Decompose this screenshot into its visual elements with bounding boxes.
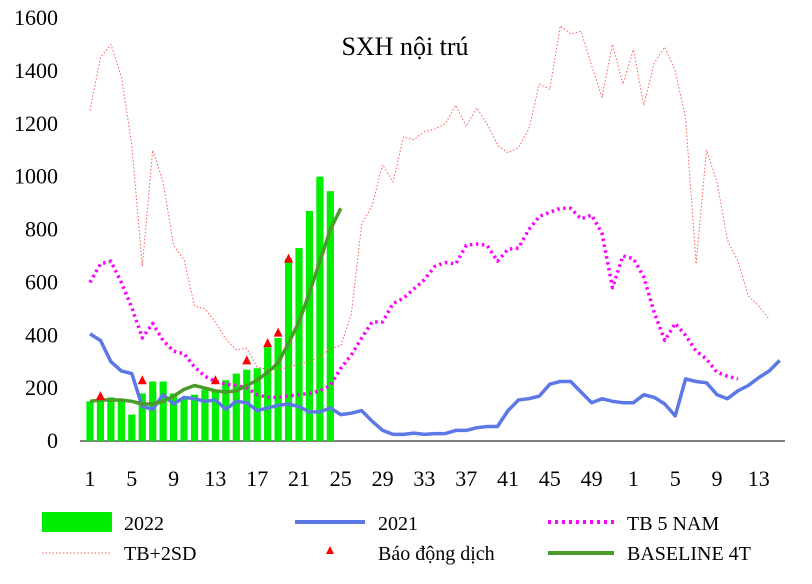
alarm-markers <box>95 253 294 401</box>
alarm-marker <box>273 327 283 337</box>
legend: 2022 2021 TB 5 NAM TB+2SD Báo động dịch … <box>42 512 751 565</box>
bar-2022 <box>170 393 178 441</box>
y-tick-labels: 0 200 400 600 800 1000 1200 1400 1600 <box>14 5 58 453</box>
bar-2022 <box>326 191 334 441</box>
legend-label-tb5: TB 5 NAM <box>627 513 719 535</box>
series-line-y2021 <box>89 332 781 437</box>
bar-2022 <box>96 400 105 441</box>
legend-label-sd2: TB+2SD <box>124 543 196 565</box>
y-tick-label: 1600 <box>14 5 58 30</box>
bar-2022 <box>159 381 167 441</box>
x-tick-label: 45 <box>539 466 561 491</box>
chart-title: SXH nội trú <box>341 32 468 61</box>
bar-2022 <box>117 398 125 441</box>
bar-2022 <box>128 414 136 441</box>
x-tick-label: 33 <box>413 466 435 491</box>
y-tick-label: 200 <box>25 375 58 400</box>
legend-label-2021: 2021 <box>378 513 418 535</box>
bar-2022 <box>316 176 324 441</box>
series-line-baseline <box>89 207 343 406</box>
bar-2022 <box>211 390 219 441</box>
alarm-marker <box>242 355 252 365</box>
x-tick-label: 25 <box>330 466 352 491</box>
bar-2022 <box>284 258 293 441</box>
bar-2022 <box>86 401 94 441</box>
y-tick-label: 600 <box>25 269 58 294</box>
x-tick-label: 5 <box>126 466 137 491</box>
y-tick-label: 1000 <box>14 164 58 189</box>
x-tick-label: 9 <box>168 466 179 491</box>
alarm-marker <box>263 338 273 348</box>
x-tick-label: 21 <box>288 466 310 491</box>
legend-label-baseline: BASELINE 4T <box>627 543 751 565</box>
x-tick-label: 49 <box>581 466 603 491</box>
legend-label-alarm: Báo động dịch <box>378 543 495 565</box>
x-tick-label: 17 <box>246 466 268 491</box>
y-tick-label: 0 <box>47 428 58 453</box>
bar-2022 <box>149 381 157 441</box>
series-line-sd2 <box>89 25 770 371</box>
y-tick-label: 1400 <box>14 58 58 83</box>
x-tick-label: 9 <box>712 466 723 491</box>
x-tick-label: 41 <box>497 466 519 491</box>
alarm-marker <box>95 391 105 401</box>
series-line-tb5 <box>88 206 739 400</box>
bar-2022 <box>138 393 146 441</box>
y-tick-label: 1200 <box>14 111 58 136</box>
bar-2022 <box>201 389 209 441</box>
x-tick-label: 1 <box>628 466 639 491</box>
alarm-marker <box>210 375 220 385</box>
x-tick-label: 13 <box>748 466 770 491</box>
bar-2022 <box>180 397 188 441</box>
bar-2022 <box>190 394 199 441</box>
x-tick-label: 13 <box>204 466 226 491</box>
bar-2022 <box>243 369 251 441</box>
legend-swatch-alarm <box>326 546 334 554</box>
x-tick-label: 29 <box>372 466 394 491</box>
x-tick-label: 37 <box>455 466 477 491</box>
bar-2022 <box>232 373 240 441</box>
bar-2022 <box>107 397 115 441</box>
y-tick-label: 400 <box>25 322 58 347</box>
bar-2022 <box>253 368 261 441</box>
x-tick-label: 5 <box>670 466 681 491</box>
alarm-marker <box>284 253 294 263</box>
y-tick-label: 800 <box>25 217 58 242</box>
bar-2022 <box>274 337 282 441</box>
alarm-marker <box>137 375 147 385</box>
bar-2022 <box>295 248 303 441</box>
x-tick-label: 1 <box>85 466 96 491</box>
bar-2022 <box>305 210 314 441</box>
bar-2022 <box>264 347 272 441</box>
legend-swatch-2022 <box>42 512 112 532</box>
legend-label-2022: 2022 <box>124 513 164 535</box>
series-lines <box>88 25 781 437</box>
x-tick-labels: 1 5 9 13 17 21 25 29 33 37 41 45 49 1 5 9 13 <box>85 466 770 491</box>
